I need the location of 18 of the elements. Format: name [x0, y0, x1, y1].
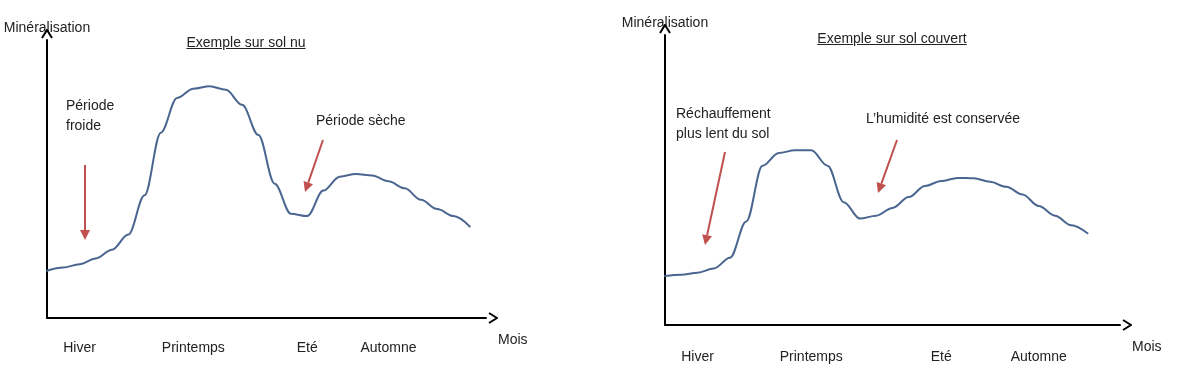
- chart-title: Exemple sur sol couvert: [817, 30, 967, 46]
- x-tick-label: Hiver: [63, 339, 97, 355]
- text: L’humidité est conservée: [866, 109, 1022, 128]
- annotation: Période froide: [66, 96, 116, 135]
- text: Réchauffement plus lent du sol: [676, 104, 772, 143]
- x-axis-title: Mois: [498, 331, 528, 347]
- x-tick-label: Automne: [360, 339, 417, 355]
- x-tick-label: Automne: [1010, 348, 1067, 364]
- chart-title: Exemple sur sol nu: [186, 34, 306, 50]
- y-axis-title: Minéralisation: [621, 14, 709, 30]
- x-tick-label: Eté: [296, 339, 318, 355]
- x-tick-label: Eté: [930, 348, 952, 364]
- x-tick-label: Hiver: [681, 348, 715, 364]
- y-axis-title: Minéralisation: [3, 19, 91, 35]
- annotation: Période sèche: [316, 111, 407, 130]
- x-axis-title: Mois: [1132, 338, 1162, 354]
- x-tick-label: Printemps: [779, 348, 843, 364]
- x-tick-label: Printemps: [161, 339, 225, 355]
